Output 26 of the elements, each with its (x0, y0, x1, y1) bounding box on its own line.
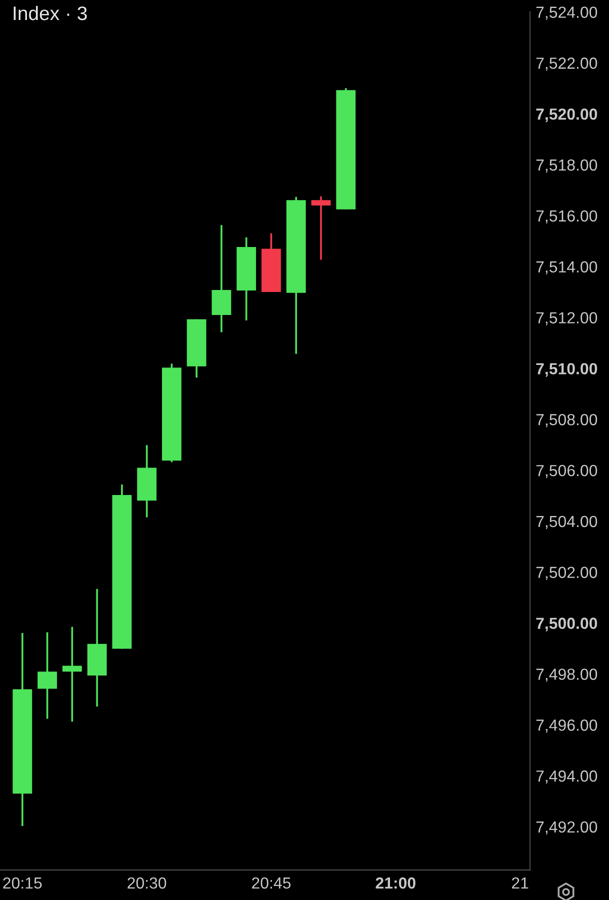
y-tick-label: 7,500.00 (536, 618, 598, 632)
x-tick-label: 20:15 (3, 877, 42, 889)
y-tick-label: 7,504.00 (536, 516, 598, 530)
chart-title: Index · 3 (14, 6, 87, 20)
y-tick-label: 7,512.00 (536, 312, 598, 326)
y-tick-label: 7,524.00 (536, 6, 598, 20)
y-tick-label: 7,522.00 (536, 58, 598, 71)
y-tick-label: 7,516.00 (536, 210, 598, 224)
y-tick-label: 7,514.00 (536, 261, 598, 274)
x-tick-label: 21:00 (376, 877, 416, 889)
y-tick-label: 7,518.00 (536, 159, 598, 173)
y-tick-label: 7,494.00 (536, 770, 598, 784)
y-tick-label: 7,510.00 (536, 363, 598, 377)
x-tick-label: 20:30 (128, 877, 166, 889)
candlestick (38, 631, 57, 720)
y-tick-label: 7,498.00 (536, 668, 598, 682)
y-tick-label: 7,520.00 (536, 108, 598, 122)
x-tick-label: 20:45 (252, 877, 291, 889)
y-tick-label: 7,506.00 (536, 464, 598, 478)
y-tick-label: 7,502.00 (536, 566, 598, 580)
candlestick (62, 626, 82, 722)
x-tick-label: 21 (512, 877, 528, 889)
candlestick (311, 195, 331, 261)
y-tick-label: 7,492.00 (536, 821, 598, 835)
y-tick-label: 7,508.00 (536, 414, 598, 428)
y-tick-label: 7,496.00 (536, 720, 598, 733)
